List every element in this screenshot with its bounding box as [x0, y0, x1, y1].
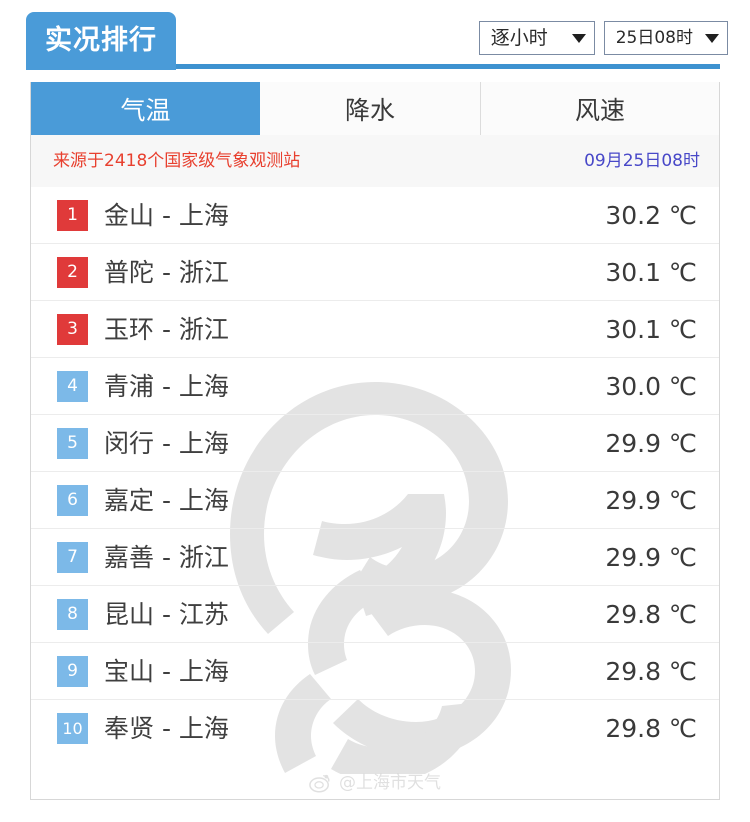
- weibo-watermark: @上海市天气: [309, 773, 441, 793]
- tab-windspeed[interactable]: 风速: [481, 82, 719, 135]
- table-row[interactable]: 4 青浦 - 上海 30.0 ℃: [31, 358, 719, 415]
- chevron-down-icon: [571, 33, 586, 43]
- header-underline: [30, 64, 720, 69]
- rank-badge: 8: [57, 598, 88, 630]
- temperature-value: 29.8 ℃: [605, 599, 697, 629]
- table-row[interactable]: 1 金山 - 上海 30.2 ℃: [31, 187, 719, 244]
- station-name: 闵行 - 上海: [104, 428, 229, 458]
- tab-windspeed-label: 风速: [574, 95, 625, 125]
- station-name: 玉环 - 浙江: [104, 314, 229, 344]
- weibo-watermark-text: @上海市天气: [339, 772, 441, 793]
- temperature-value: 29.9 ℃: [605, 542, 697, 572]
- temperature-value: 30.1 ℃: [605, 257, 697, 287]
- rank-badge: 3: [57, 313, 88, 345]
- rank-badge: 10: [57, 713, 88, 744]
- source-text: 来源于2418个国家级气象观测站: [53, 150, 301, 171]
- rank-badge: 6: [57, 484, 88, 516]
- table-row[interactable]: 2 普陀 - 浙江 30.1 ℃: [31, 244, 719, 301]
- time-select[interactable]: 25日08时: [603, 21, 728, 55]
- rank-badge: 1: [57, 199, 88, 231]
- table-row[interactable]: 7 嘉善 - 浙江 29.9 ℃: [31, 529, 719, 586]
- temperature-value: 30.0 ℃: [605, 371, 697, 401]
- rank-badge: 2: [57, 256, 88, 288]
- rank-badge: 9: [57, 655, 88, 687]
- temperature-value: 29.9 ℃: [605, 485, 697, 515]
- source-timestamp: 09月25日08时: [584, 150, 700, 171]
- station-name: 青浦 - 上海: [104, 371, 229, 401]
- table-row[interactable]: 3 玉环 - 浙江 30.1 ℃: [31, 301, 719, 358]
- temperature-value: 29.8 ℃: [605, 714, 697, 743]
- temperature-value: 30.1 ℃: [605, 314, 697, 344]
- table-row[interactable]: 6 嘉定 - 上海 29.9 ℃: [31, 472, 719, 529]
- temperature-value: 29.9 ℃: [605, 428, 697, 458]
- tab-precipitation[interactable]: 降水: [260, 82, 481, 135]
- rank-badge: 7: [57, 541, 88, 573]
- station-name: 嘉善 - 浙江: [104, 542, 229, 572]
- ranking-card: 气温 降水 风速 来源于2418个国家级气象观测站 09月25日08时 1 金山…: [30, 82, 720, 800]
- source-strip: 来源于2418个国家级气象观测站 09月25日08时: [31, 135, 719, 187]
- temperature-value: 29.8 ℃: [605, 656, 697, 686]
- table-row[interactable]: 9 宝山 - 上海 29.8 ℃: [31, 643, 719, 700]
- temperature-value: 30.2 ℃: [605, 200, 697, 230]
- header-controls: 逐小时 25日08时: [478, 21, 728, 55]
- table-row[interactable]: 5 闵行 - 上海 29.9 ℃: [31, 415, 719, 472]
- station-name: 奉贤 - 上海: [104, 714, 229, 743]
- page-title: 实况排行: [45, 24, 157, 56]
- interval-select-value: 逐小时: [490, 26, 548, 49]
- weibo-eye-icon: [309, 773, 331, 793]
- tab-precipitation-label: 降水: [344, 95, 395, 125]
- rank-badge: 4: [57, 370, 88, 402]
- metric-tabs: 气温 降水 风速: [31, 82, 719, 135]
- time-select-value: 25日08时: [615, 27, 693, 48]
- station-name: 宝山 - 上海: [104, 656, 229, 686]
- table-row[interactable]: 10 奉贤 - 上海 29.8 ℃: [31, 700, 719, 757]
- station-name: 金山 - 上海: [104, 200, 229, 230]
- tab-temperature-label: 气温: [120, 95, 171, 125]
- interval-select[interactable]: 逐小时: [478, 21, 595, 55]
- station-name: 昆山 - 江苏: [104, 599, 229, 629]
- rank-badge: 5: [57, 427, 88, 459]
- station-name: 普陀 - 浙江: [104, 257, 229, 287]
- tab-temperature[interactable]: 气温: [31, 82, 260, 135]
- panel-header: 实况排行 逐小时 25日08时: [0, 0, 750, 70]
- table-row[interactable]: 8 昆山 - 江苏 29.8 ℃: [31, 586, 719, 643]
- ranking-list: 1 金山 - 上海 30.2 ℃ 2 普陀 - 浙江 30.1 ℃ 3 玉环 -…: [31, 187, 719, 757]
- panel-title-tab[interactable]: 实况排行: [26, 12, 176, 70]
- station-name: 嘉定 - 上海: [104, 485, 229, 515]
- chevron-down-icon: [705, 33, 719, 43]
